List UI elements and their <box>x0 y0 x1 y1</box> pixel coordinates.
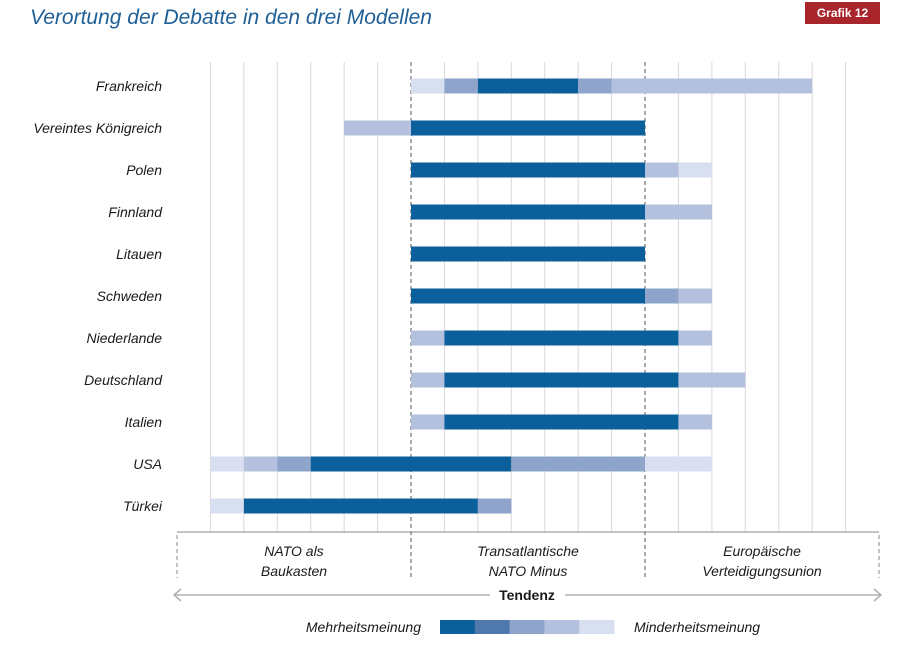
legend-swatch <box>579 620 615 634</box>
legend: Mehrheitsmeinung Minderheitsmeinung <box>306 619 760 635</box>
figure-badge: Grafik 12 <box>805 2 880 24</box>
bar-segment <box>411 246 646 262</box>
bar-segment <box>678 288 712 304</box>
country-labels: Frankreich Vereintes Königreich Polen Finnl… <box>33 78 163 514</box>
model-label-line2: Baukasten <box>261 563 327 579</box>
bar-segment <box>243 456 278 472</box>
bar-segment <box>678 414 712 430</box>
bar-segment <box>678 372 746 388</box>
model-label-line2: NATO Minus <box>489 563 568 579</box>
bar-segment <box>578 78 612 94</box>
legend-swatch <box>544 620 580 634</box>
bar-segment <box>444 78 478 94</box>
legend-left-label: Mehrheitsmeinung <box>306 619 421 635</box>
bar-segment <box>310 456 512 472</box>
bar-segment <box>411 372 445 388</box>
grid-lines <box>176 62 880 578</box>
model-labels: NATO als Baukasten Transatlantische NATO Mi… <box>261 543 822 579</box>
model-label-line1: Europäische <box>723 543 801 559</box>
bar-segments <box>210 78 813 514</box>
chart-title: Verortung der Debatte in den drei Modell… <box>30 6 432 29</box>
legend-swatch <box>440 620 476 634</box>
country-label: Frankreich <box>96 78 162 94</box>
bar-segment <box>611 78 813 94</box>
bar-segment <box>645 204 712 220</box>
bar-segment <box>411 414 445 430</box>
bar-segment <box>477 78 579 94</box>
bar-segment <box>444 414 679 430</box>
country-label: Türkei <box>123 498 163 514</box>
bar-segment <box>678 330 712 346</box>
country-label: Finnland <box>108 204 163 220</box>
bar-segment <box>645 288 679 304</box>
legend-swatch <box>509 620 545 634</box>
model-label-line1: NATO als <box>264 543 323 559</box>
axis-label: Tendenz <box>499 587 555 603</box>
model-label-line2: Verteidigungsunion <box>702 563 822 579</box>
bar-segment <box>444 330 679 346</box>
country-label: Vereintes Königreich <box>33 120 162 136</box>
tendency-axis: Tendenz <box>172 585 883 605</box>
country-label: Polen <box>126 162 162 178</box>
bar-segment <box>411 78 445 94</box>
country-label: Niederlande <box>87 330 163 346</box>
bar-segment <box>210 456 244 472</box>
legend-swatch <box>474 620 511 634</box>
bar-segment <box>477 498 512 514</box>
bar-segment <box>243 498 478 514</box>
bar-segment <box>344 120 412 136</box>
bar-segment <box>411 120 646 136</box>
legend-swatches <box>440 620 615 634</box>
country-label: Deutschland <box>84 372 163 388</box>
bar-segment <box>511 456 646 472</box>
country-label: Italien <box>125 414 163 430</box>
bar-segment <box>277 456 311 472</box>
bar-segment <box>411 204 646 220</box>
bar-segment <box>444 372 679 388</box>
bar-segment <box>411 288 646 304</box>
country-label: USA <box>133 456 162 472</box>
bar-segment <box>411 162 646 178</box>
legend-right-label: Minderheitsmeinung <box>634 619 760 635</box>
bar-segment <box>645 162 679 178</box>
bar-segment <box>411 330 445 346</box>
bar-segment <box>645 456 712 472</box>
bar-segment <box>210 498 244 514</box>
country-label: Litauen <box>116 246 162 262</box>
country-label: Schweden <box>97 288 163 304</box>
model-label-line1: Transatlantische <box>477 543 579 559</box>
bar-segment <box>678 162 712 178</box>
